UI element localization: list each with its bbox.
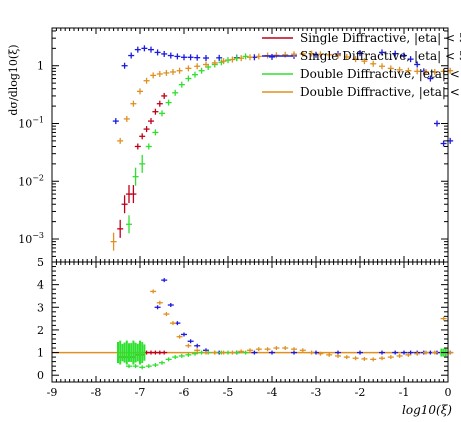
ratio-tick-label: 3 [37,301,44,314]
y-tick-label: 1 [37,60,44,73]
x-tick-label: 0 [445,386,452,399]
ratio-tick-label: 0 [37,369,44,382]
x-tick-label: -2 [355,386,366,399]
x-tick-label: -9 [47,386,58,399]
legend-label: Single Diffractive, |eta| < 5 [300,49,461,63]
y-axis-title: dσ/dlog10(ξ) [7,44,20,115]
x-tick-label: -7 [135,386,146,399]
ratio-panel-series [52,278,454,370]
ratio-tick-label: 2 [37,324,44,337]
legend-label: Single Diffractive, |eta| < 5 [300,31,461,45]
x-tick-label: -1 [399,386,410,399]
legend-label: Double Diffractive, |eta| < 5 [300,67,461,81]
x-tick-label: -3 [311,386,322,399]
legend: Single Diffractive, |eta| < 5 Single Diff… [262,31,461,99]
ratio-panel-frame [51,261,449,383]
x-tick-label: -5 [223,386,234,399]
top-panel-series [110,45,454,251]
x-tick-label: -4 [267,386,278,399]
ratio-tick-label: 4 [37,279,44,292]
y-tick-label: 10−1 [18,115,44,130]
x-axis-title: log10(ξ) [402,403,452,417]
y-tick-label: 10−3 [18,231,44,246]
x-tick-label: -8 [91,386,102,399]
y-tick-label: 10−2 [18,173,44,188]
top-panel-frame [51,27,449,263]
ratio-tick-label: 1 [37,347,44,360]
x-tick-label: -6 [179,386,190,399]
ratio-tick-label: 5 [37,256,44,269]
legend-label: Double Diffractive, |eta| < 5 [300,85,461,99]
